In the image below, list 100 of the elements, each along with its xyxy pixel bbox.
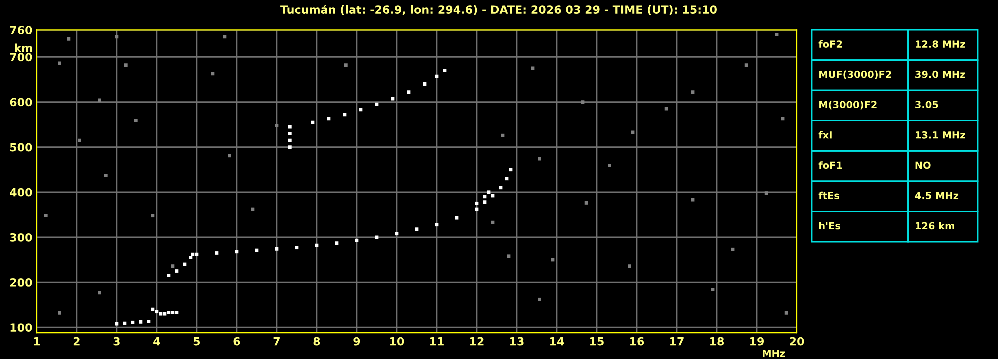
x-tick-label: 14 — [550, 338, 564, 346]
x-tick-label: 5 — [194, 338, 200, 346]
point — [123, 322, 127, 326]
x-tick-label: 13 — [510, 337, 524, 346]
x-tick-label: 2 — [74, 337, 80, 346]
point — [499, 186, 503, 190]
point — [251, 208, 255, 212]
point — [628, 264, 632, 268]
point — [228, 154, 232, 158]
point — [483, 200, 487, 204]
point — [487, 190, 491, 194]
point — [131, 320, 135, 324]
point — [235, 250, 239, 254]
y-tick-label: 600 — [10, 98, 32, 107]
point — [167, 311, 171, 314]
y-tick-label: 100 — [10, 324, 32, 332]
point — [151, 214, 155, 218]
point — [435, 74, 439, 78]
point — [191, 252, 195, 256]
x-axis-title: MHz — [763, 350, 786, 358]
point — [211, 72, 215, 76]
point — [98, 98, 102, 102]
point — [98, 291, 102, 295]
point — [171, 311, 175, 314]
point — [491, 220, 495, 224]
point — [335, 242, 339, 246]
y-axis-title: km — [15, 44, 32, 52]
point — [151, 308, 155, 312]
point — [155, 310, 159, 314]
x-tick-label: 10 — [390, 337, 404, 346]
point — [744, 64, 748, 68]
point — [175, 270, 179, 273]
point — [147, 320, 151, 324]
x-tick-label: 6 — [234, 337, 240, 346]
point — [171, 264, 175, 268]
y-tick-label: 300 — [10, 233, 32, 242]
y-tick-label: 200 — [10, 278, 32, 287]
text: 3.05 — [916, 101, 938, 109]
text: M(3000)F2 — [820, 101, 877, 110]
point — [163, 312, 167, 316]
point — [189, 256, 193, 260]
point — [275, 124, 279, 128]
x-tick-label: 4 — [154, 338, 160, 346]
point — [407, 90, 411, 94]
x-tick-label: 20 — [790, 337, 804, 346]
text: foF1 — [818, 162, 842, 170]
x-tick-label: 16 — [630, 337, 644, 346]
point — [509, 168, 513, 172]
point — [134, 119, 138, 122]
point — [691, 90, 695, 94]
text: 39.0 MHz — [916, 70, 966, 78]
point — [275, 247, 279, 251]
text: 4.5 MHz — [915, 192, 959, 200]
point — [343, 113, 347, 117]
point — [183, 262, 187, 266]
point — [44, 214, 48, 218]
y-tick-label: 500 — [10, 143, 32, 152]
point — [415, 228, 419, 232]
chart-title: Tucumán (lat: -26.9, lon: 294.6) - DATE: 2026 03 29 - TIME (UT): 15:10 — [280, 4, 717, 16]
point — [167, 274, 171, 278]
point — [784, 311, 788, 315]
x-tick-label: 7 — [274, 338, 280, 346]
text: 13.1 MHz — [916, 131, 966, 139]
point — [67, 37, 71, 41]
point — [159, 312, 163, 316]
point — [501, 134, 505, 138]
point — [435, 223, 439, 227]
point — [315, 244, 319, 248]
y-tick-label: 400 — [10, 188, 32, 197]
point — [781, 117, 785, 121]
text: ftEs — [818, 192, 840, 200]
x-tick-label: 12 — [470, 337, 484, 346]
point — [581, 100, 585, 104]
text: foF2 — [818, 40, 842, 48]
x-tick-label: 18 — [710, 337, 724, 346]
text: fxI — [818, 131, 832, 139]
point — [175, 311, 179, 314]
point — [288, 125, 292, 129]
point — [608, 164, 612, 168]
point — [505, 177, 509, 181]
point — [711, 288, 715, 292]
text: 12.8 MHz — [916, 40, 966, 48]
point — [124, 64, 128, 68]
point — [423, 82, 427, 86]
x-tick-label: 17 — [670, 338, 684, 346]
point — [584, 202, 588, 205]
y-tick-label: 700 — [10, 53, 32, 62]
point — [691, 198, 695, 202]
point — [443, 69, 447, 72]
point — [223, 35, 227, 39]
point — [288, 138, 292, 142]
point — [78, 138, 82, 142]
point — [664, 107, 668, 111]
point — [104, 174, 108, 178]
point — [58, 311, 62, 315]
text: NO — [916, 162, 931, 170]
point — [455, 216, 459, 220]
point — [395, 232, 399, 236]
point — [115, 35, 119, 39]
point — [327, 117, 331, 121]
